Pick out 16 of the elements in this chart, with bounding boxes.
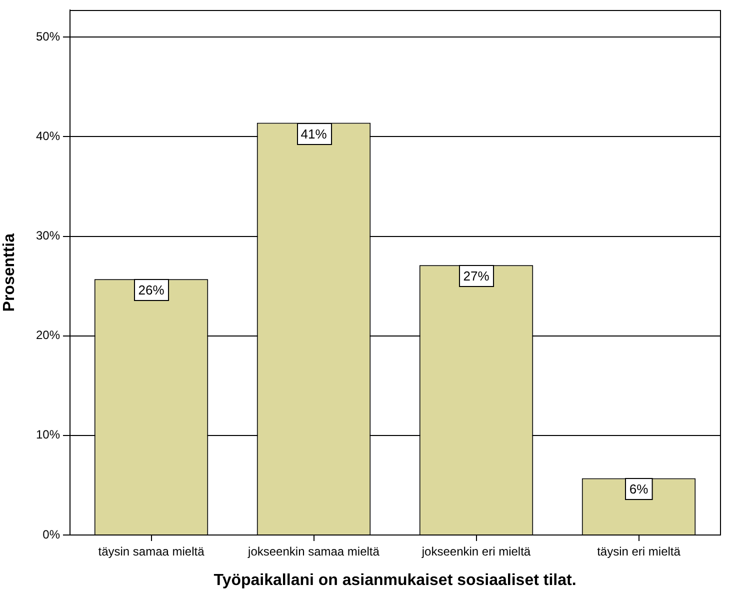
x-tick-label: jokseenkin eri mieltä xyxy=(420,544,531,559)
y-tick-label: 30% xyxy=(36,228,60,243)
data-label: 27% xyxy=(463,268,490,284)
y-tick-label: 40% xyxy=(36,128,60,143)
y-tick-label: 20% xyxy=(36,328,60,342)
x-axis-title: Työpaikallani on asianmukaiset sosiaaliset tilat. xyxy=(214,572,576,589)
data-label: 41% xyxy=(300,126,328,142)
data-label: 6% xyxy=(629,482,649,497)
x-tick-label: jokseenkin samaa mieltä xyxy=(247,544,380,559)
y-axis-title: Prosenttia xyxy=(1,233,18,312)
data-label: 26% xyxy=(138,282,165,298)
x-tick-label: täysin eri mieltä xyxy=(597,544,681,559)
y-tick-label: 50% xyxy=(36,29,60,44)
y-tick-label: 10% xyxy=(36,428,60,442)
y-tick-label: 0% xyxy=(42,527,60,542)
x-tick-label: täysin samaa mieltä xyxy=(98,544,205,559)
